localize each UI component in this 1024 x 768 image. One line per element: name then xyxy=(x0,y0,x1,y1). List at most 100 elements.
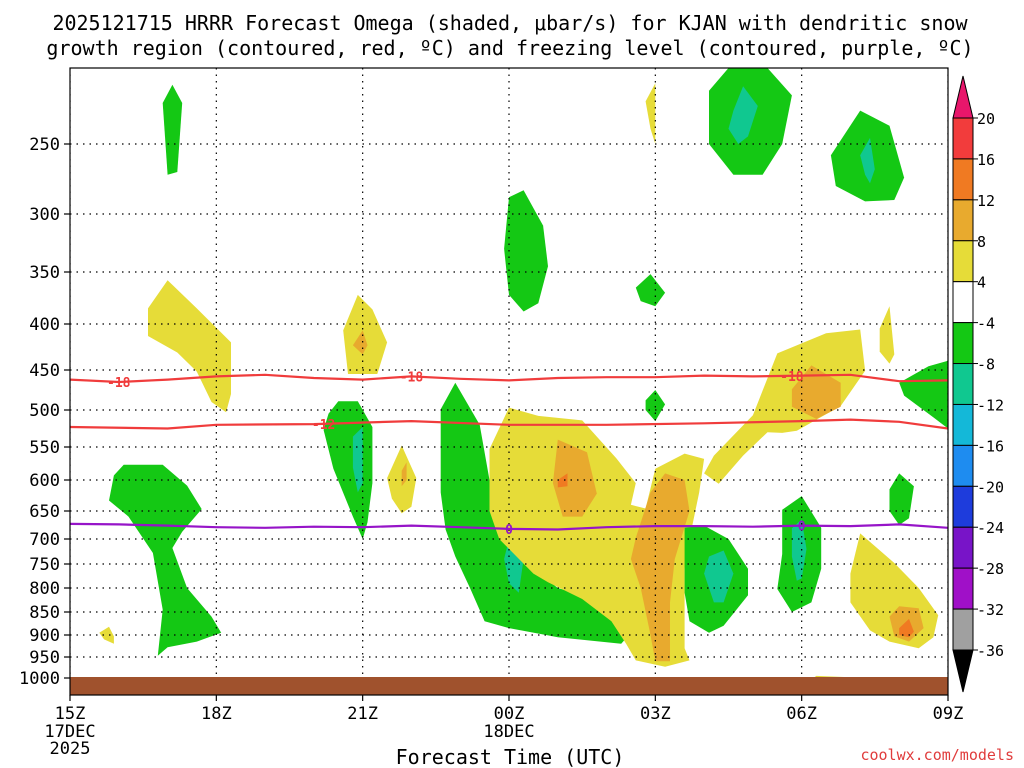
y-tick-label-1000: 1000 xyxy=(19,669,60,689)
colorbar-label-12: 12 xyxy=(977,192,995,210)
omega-region-15 xyxy=(557,473,568,488)
omega-region-21 xyxy=(704,329,866,484)
colorbar-label-16: 16 xyxy=(977,151,995,169)
y-tick-label-950: 950 xyxy=(29,648,60,668)
colorbar: 20 16 12 8 4 -4 -8 -12 -16 -20 -24 -28 -32 -36 xyxy=(952,75,1004,693)
x-axis-label: Forecast Time (UTC) xyxy=(396,745,625,768)
omega-shading-layer xyxy=(99,68,948,695)
y-tick-label-400: 400 xyxy=(29,315,60,335)
omega-region-30 xyxy=(899,618,914,638)
y-tick-label-350: 350 xyxy=(29,263,60,283)
contour-layer: -18 -18 -18 -12 0 0 xyxy=(70,370,948,538)
omega-region-20 xyxy=(791,519,807,581)
omega-region-23 xyxy=(879,306,895,364)
contour-label-0: 0 xyxy=(505,523,513,538)
y-tick-label-600: 600 xyxy=(29,471,60,491)
chart-title-line1: 2025121715 HRRR Forecast Omega (shaded, … xyxy=(52,11,968,35)
x-tick-label-06Z: 06Z xyxy=(786,704,817,724)
credit-text: coolwx.com/models xyxy=(860,746,1014,764)
colorbar-segment-12 xyxy=(952,608,974,651)
contour-label--12: -12 xyxy=(312,418,335,433)
colorbar-label--24: -24 xyxy=(977,519,1004,537)
x-tick-label-00Z: 00Z xyxy=(494,704,525,724)
y-tick-label-500: 500 xyxy=(29,401,60,421)
omega-region-22 xyxy=(791,365,841,419)
colorbar-segment-5 xyxy=(952,322,974,365)
colorbar-label--28: -28 xyxy=(977,560,1004,578)
colorbar-segment-4 xyxy=(952,281,974,324)
y-tick-label-650: 650 xyxy=(29,502,60,522)
colorbar-label--20: -20 xyxy=(977,478,1004,496)
colorbar-label-8: 8 xyxy=(977,233,986,251)
colorbar-segment-7 xyxy=(952,403,974,446)
omega-region-0 xyxy=(162,84,183,175)
omega-region-35 xyxy=(645,83,656,144)
omega-region-33 xyxy=(635,274,666,307)
colorbar-label--16: -16 xyxy=(977,437,1004,455)
omega-region-32 xyxy=(504,190,548,312)
x-tick-date-00Z: 18DEC xyxy=(483,722,534,742)
colorbar-segment-9 xyxy=(952,485,974,528)
y-tick-label-850: 850 xyxy=(29,603,60,623)
y-tick-label-900: 900 xyxy=(29,626,60,646)
omega-region-1 xyxy=(148,280,231,413)
colorbar-segment-8 xyxy=(952,444,974,487)
colorbar-label--32: -32 xyxy=(977,601,1004,619)
y-tick-label-550: 550 xyxy=(29,438,60,458)
colorbar-segment-6 xyxy=(952,363,974,405)
omega-region-7 xyxy=(352,427,363,493)
y-tick-label-750: 750 xyxy=(29,555,60,575)
colorbar-segment-10 xyxy=(952,526,974,569)
omega-region-5 xyxy=(352,330,368,355)
contour-label--18: -18 xyxy=(400,370,424,385)
colorbar-bottom-arrow xyxy=(952,649,974,693)
x-tick-label-21Z: 21Z xyxy=(347,704,378,724)
omega-region-34 xyxy=(645,390,666,422)
contour-line--18 xyxy=(70,373,948,384)
colorbar-label--36: -36 xyxy=(977,642,1004,660)
omega-region-4 xyxy=(343,294,388,374)
contour-line--12 xyxy=(70,418,948,430)
y-tick-label-700: 700 xyxy=(29,530,60,550)
contour-line-0 xyxy=(70,522,948,531)
colorbar-segment-0 xyxy=(952,117,974,160)
omega-region-14 xyxy=(630,473,690,662)
y-axis: 250 300 350 400 450 500 550 600 650 700 750 800 850 9… xyxy=(19,135,70,689)
omega-region-27 xyxy=(889,473,914,525)
ground-surface xyxy=(70,677,948,695)
omega-region-18 xyxy=(704,550,734,603)
colorbar-segment-2 xyxy=(952,199,974,242)
y-tick-label-250: 250 xyxy=(29,135,60,155)
colorbar-label--12: -12 xyxy=(977,396,1004,414)
omega-region-26 xyxy=(899,360,948,429)
x-tick-label-09Z: 09Z xyxy=(933,704,964,724)
x-tick-label-03Z: 03Z xyxy=(640,704,671,724)
contour-label-0: 0 xyxy=(798,520,806,535)
omega-region-3 xyxy=(99,626,114,644)
colorbar-label--4: -4 xyxy=(977,315,995,333)
contour-label--18: -18 xyxy=(107,376,131,391)
x-tick-label-18Z: 18Z xyxy=(201,704,232,724)
x-tick-date-15Z: 17DEC xyxy=(44,722,95,742)
y-tick-label-450: 450 xyxy=(29,361,60,381)
contour-label--18: -18 xyxy=(780,370,804,385)
omega-region-13 xyxy=(552,439,597,517)
omega-region-25 xyxy=(860,137,875,184)
omega-region-10 xyxy=(440,382,631,644)
colorbar-label-20: 20 xyxy=(977,110,995,128)
colorbar-segment-11 xyxy=(952,567,974,610)
colorbar-label-4: 4 xyxy=(977,274,986,292)
colorbar-segment-1 xyxy=(952,158,974,201)
ground-layer xyxy=(70,677,948,695)
x-tick-label-15Z: 15Z xyxy=(55,704,86,724)
colorbar-segment-3 xyxy=(952,240,974,283)
y-tick-label-800: 800 xyxy=(29,579,60,599)
colorbar-label--8: -8 xyxy=(977,356,995,374)
omega-region-2 xyxy=(109,464,222,656)
x-tick-year-15Z: 2025 xyxy=(50,739,91,759)
colorbar-top-arrow xyxy=(952,75,974,119)
omega-region-37 xyxy=(728,86,758,144)
y-tick-label-300: 300 xyxy=(29,205,60,225)
